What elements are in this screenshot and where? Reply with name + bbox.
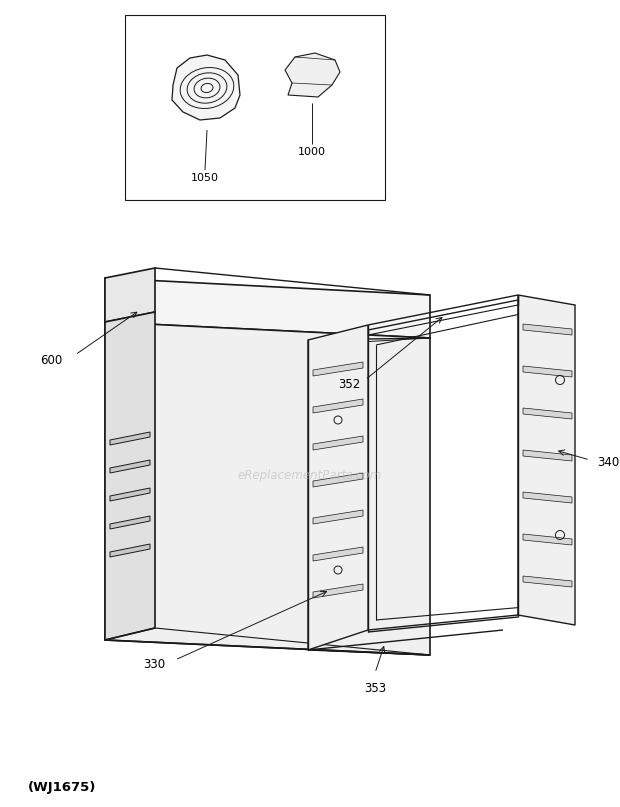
- Polygon shape: [523, 492, 572, 503]
- Text: 1000: 1000: [298, 147, 326, 157]
- Polygon shape: [308, 325, 368, 650]
- Polygon shape: [172, 55, 240, 120]
- Polygon shape: [110, 432, 150, 445]
- Text: 340: 340: [597, 455, 619, 469]
- Text: (WJ1675): (WJ1675): [28, 781, 96, 795]
- Polygon shape: [313, 362, 363, 376]
- Text: 600: 600: [40, 353, 62, 366]
- Polygon shape: [110, 488, 150, 501]
- Polygon shape: [313, 473, 363, 487]
- Polygon shape: [110, 516, 150, 529]
- Text: eReplacementParts.com: eReplacementParts.com: [238, 469, 382, 482]
- Polygon shape: [313, 436, 363, 450]
- Text: 1050: 1050: [191, 173, 219, 183]
- Polygon shape: [110, 460, 150, 473]
- Polygon shape: [523, 450, 572, 461]
- Polygon shape: [523, 408, 572, 419]
- Bar: [125, 15, 385, 200]
- Polygon shape: [523, 324, 572, 335]
- Text: 353: 353: [364, 682, 386, 695]
- Polygon shape: [105, 312, 155, 640]
- Polygon shape: [313, 510, 363, 524]
- Text: 352: 352: [338, 378, 360, 391]
- Polygon shape: [523, 534, 572, 545]
- Polygon shape: [110, 544, 150, 557]
- Polygon shape: [523, 366, 572, 377]
- Polygon shape: [105, 278, 430, 338]
- Text: 330: 330: [143, 659, 165, 671]
- Polygon shape: [313, 584, 363, 598]
- Polygon shape: [105, 268, 155, 322]
- Polygon shape: [313, 399, 363, 413]
- Polygon shape: [518, 295, 575, 625]
- Polygon shape: [105, 322, 430, 655]
- Polygon shape: [285, 53, 340, 97]
- Polygon shape: [523, 576, 572, 587]
- Polygon shape: [313, 547, 363, 561]
